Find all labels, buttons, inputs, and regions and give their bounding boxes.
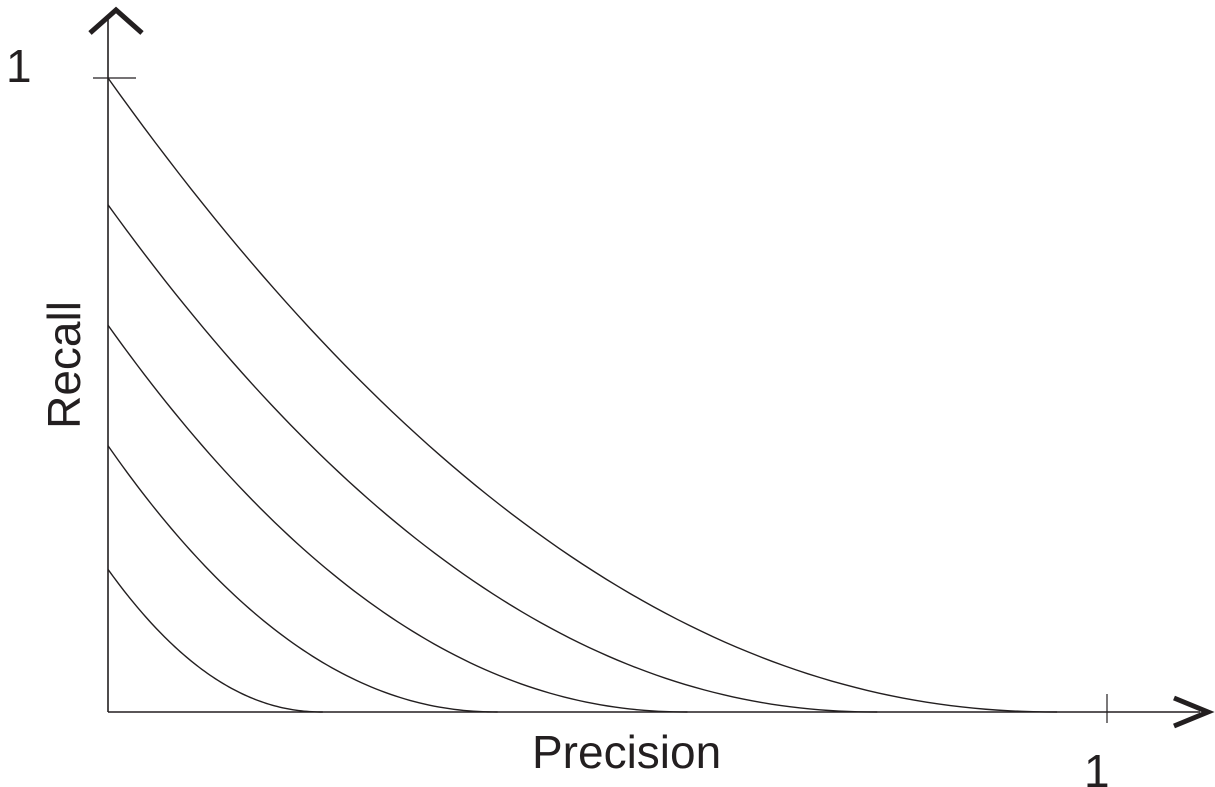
x-tick-label: 1 [1084, 745, 1110, 787]
curve-1 [107, 77, 1058, 713]
x-axis-arrow [1173, 695, 1215, 729]
curve-2 [107, 204, 878, 713]
curves-group [107, 77, 1058, 713]
curve-5 [107, 568, 323, 713]
y-tick-label: 1 [6, 40, 32, 92]
curve-3 [107, 324, 688, 713]
y-axis-arrow [88, 6, 144, 35]
x-axis-label: Precision [532, 726, 721, 778]
curve-4 [107, 445, 498, 713]
y-axis-label: Recall [38, 301, 90, 429]
